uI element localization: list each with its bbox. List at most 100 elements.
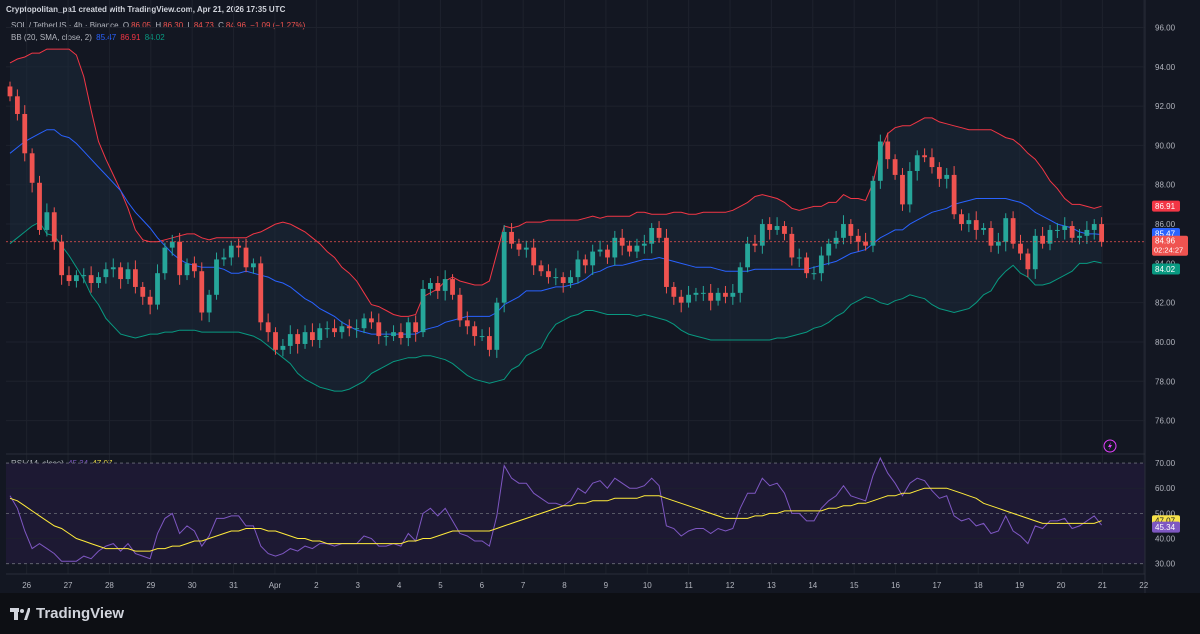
candle-body — [914, 155, 920, 171]
candle-body — [826, 243, 832, 256]
candle — [1091, 219, 1097, 240]
candle-body — [575, 259, 581, 278]
candle-body — [265, 322, 271, 333]
price-axis[interactable]: 96.0094.0092.0090.0088.0086.0084.0082.00… — [1155, 24, 1176, 426]
brand-name: TradingView — [36, 605, 125, 622]
candle — [553, 268, 559, 286]
candle-body — [162, 247, 168, 274]
candle — [988, 221, 994, 253]
rsi-tick-label: 50.00 — [1155, 509, 1176, 518]
candle — [265, 313, 271, 342]
candle-body — [169, 241, 175, 248]
candle-body — [206, 294, 212, 313]
candle-body — [1054, 229, 1060, 231]
badge-countdown: 02:24:27 — [1154, 246, 1183, 255]
time-tick-label: 15 — [850, 581, 859, 590]
candle-body — [155, 273, 160, 305]
candle — [914, 150, 920, 181]
candle — [1040, 227, 1046, 249]
candle-body — [796, 257, 802, 259]
candle-body — [929, 157, 935, 168]
time-tick-label: 5 — [438, 581, 443, 590]
candle-body — [287, 334, 293, 346]
candle — [88, 266, 94, 293]
time-tick-label: 13 — [767, 581, 776, 590]
candle — [44, 203, 50, 237]
time-tick-label: 21 — [1098, 581, 1107, 590]
legend-change: −1.09 (−1.27%) — [250, 21, 306, 30]
price-tick-label: 80.00 — [1155, 338, 1176, 347]
rsi-tick-label: 30.00 — [1155, 560, 1176, 569]
candle-body — [641, 243, 647, 246]
candle — [922, 148, 928, 163]
candle-body — [501, 231, 507, 303]
candle — [870, 175, 876, 253]
candle-body — [936, 167, 942, 179]
candle-body — [523, 247, 529, 250]
candle — [900, 168, 905, 211]
time-tick-label: 12 — [726, 581, 735, 590]
candle — [1018, 234, 1023, 261]
time-tick-label: 8 — [562, 581, 567, 590]
candle — [332, 319, 337, 338]
lightning-icon[interactable] — [1103, 439, 1117, 453]
candle — [509, 223, 514, 249]
time-axis[interactable]: 26 27 28 29 30 31 Apr 2 3 4 5 6 7 8 9 10 11 12 13 14 15 16 17 1… — [22, 581, 1149, 590]
candle — [37, 175, 42, 235]
candle — [826, 238, 832, 266]
rsi-axis[interactable]: 70.00 60.00 50.00 40.00 30.00 — [1155, 459, 1176, 569]
candle-body — [1025, 253, 1031, 270]
candle-body — [66, 275, 72, 282]
time-tick-label: 16 — [891, 581, 900, 590]
candle — [981, 223, 987, 235]
candle-body — [774, 226, 780, 230]
candle-body — [383, 336, 389, 338]
brand[interactable]: TradingView — [10, 605, 124, 622]
candle-body — [568, 277, 573, 284]
bb-legend[interactable]: BB (20, SMA, close, 2) 85.47 86.91 84.02 — [11, 33, 167, 42]
legend-symbol[interactable]: SOL / TetherUS · 4h · Binance — [11, 21, 119, 30]
main-legend: SOL / TetherUS · 4h · Binance O 86.05 H 86… — [11, 21, 309, 30]
bb-legend-lower: 84.02 — [144, 33, 165, 42]
candle — [833, 230, 839, 249]
candle-body — [855, 235, 861, 242]
candle-body — [369, 318, 374, 323]
candle — [258, 256, 264, 331]
legend-open: 86.05 — [131, 21, 152, 30]
candle-body — [199, 271, 205, 313]
candle — [66, 266, 72, 286]
candle-body — [125, 269, 131, 280]
candle — [649, 223, 655, 254]
candle — [346, 319, 352, 337]
candle — [1032, 228, 1038, 279]
candle — [951, 166, 957, 220]
candle-body — [708, 292, 714, 301]
candle — [664, 228, 669, 294]
tradingview-logo-icon — [10, 607, 30, 620]
candle — [715, 287, 721, 306]
time-tick-label: 19 — [1015, 581, 1024, 590]
candle-body — [487, 336, 492, 350]
legend-close: 84.96 — [225, 21, 246, 30]
candle-body — [715, 292, 721, 301]
candle — [841, 215, 846, 245]
chart-canvas[interactable]: 96.0094.0092.0090.0088.0086.0084.0082.00… — [0, 0, 1200, 593]
candle — [759, 219, 765, 254]
candle — [892, 154, 898, 180]
candle — [317, 323, 323, 349]
candle — [29, 148, 35, 193]
candle — [22, 105, 28, 162]
candle — [221, 248, 227, 266]
candle-body — [258, 263, 264, 323]
candle — [944, 168, 950, 189]
candle-body — [51, 212, 57, 242]
candle-body — [177, 241, 183, 276]
candle-body — [214, 259, 219, 295]
candle-body — [310, 332, 315, 341]
candle-body — [605, 249, 610, 258]
candle — [280, 339, 286, 357]
candle — [641, 234, 647, 254]
candle — [538, 260, 544, 277]
candle — [464, 311, 470, 335]
bb-basis-line — [9, 129, 1102, 335]
